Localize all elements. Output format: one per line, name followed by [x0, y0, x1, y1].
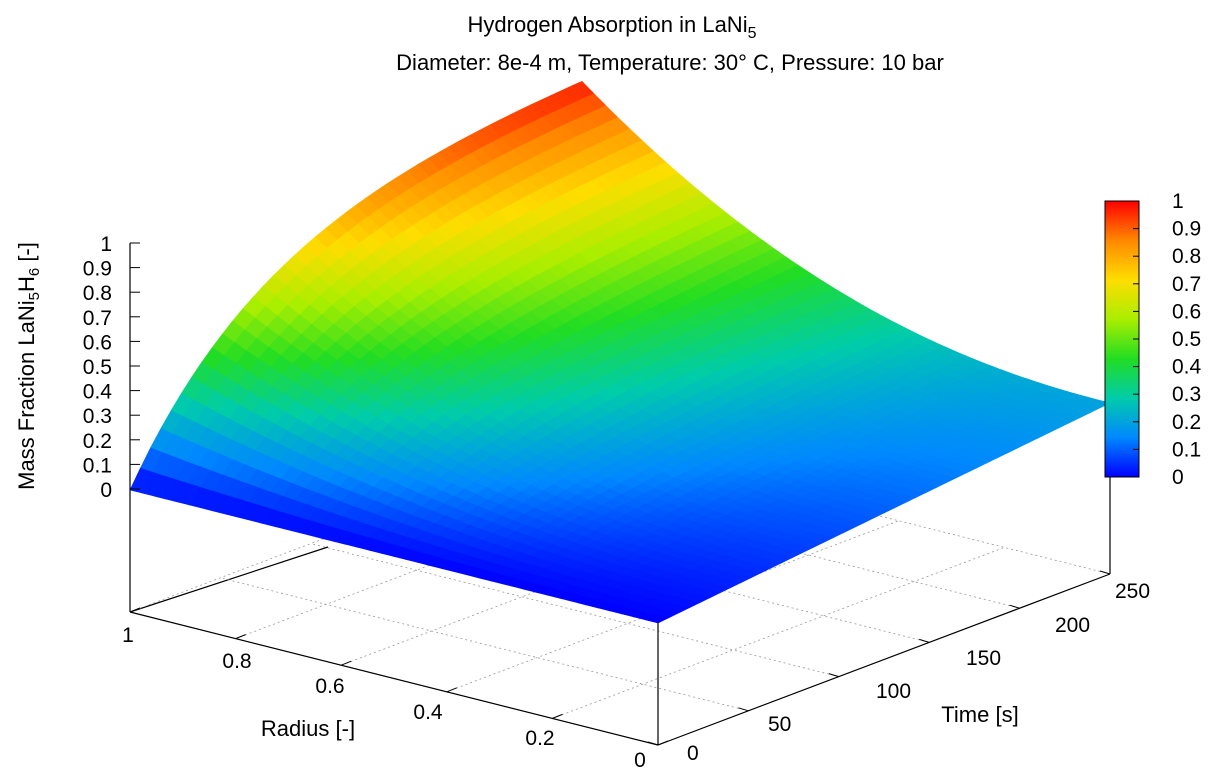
- colorbar-tick-label: 0.8: [1172, 245, 1201, 268]
- colorbar-tick-label: 0.7: [1172, 273, 1201, 296]
- z-tick-label: 0: [100, 479, 112, 502]
- x-tick-label: 0.2: [525, 727, 554, 750]
- z-axis-label: Mass Fraction LaNi5H6 [-]: [14, 242, 43, 490]
- y-tick: [919, 638, 930, 643]
- z-tick-label: 0.9: [83, 258, 112, 281]
- grid-line: [310, 543, 839, 677]
- base-left-edge: [129, 611, 659, 746]
- z-axis-label-part: H: [14, 276, 39, 292]
- z-tick-label: 0.8: [83, 282, 112, 305]
- z-tick-label: 0.7: [83, 307, 112, 330]
- x-tick-label: 0.4: [413, 701, 443, 724]
- z-tick-label: 1: [100, 233, 112, 256]
- grid-line: [552, 547, 1005, 719]
- y-axis-label: Time [s]: [941, 702, 1018, 727]
- y-tick: [828, 673, 839, 678]
- y-tick: [1009, 604, 1020, 609]
- x-tick-label: 1: [122, 624, 134, 647]
- colorbar-tick-label: 0.9: [1172, 218, 1201, 241]
- z-axis-label-part: [-]: [14, 242, 39, 268]
- colorbar-tick-label: 0.1: [1172, 438, 1201, 461]
- x-axis: 1 0.8 0.6 0.4 0.2 0: [122, 607, 669, 772]
- colorbar-tick-label: 1: [1172, 190, 1184, 213]
- y-tick-label: 0: [687, 742, 699, 765]
- base-right-edge: [657, 573, 1111, 746]
- z-tick-label: 0.1: [83, 454, 112, 477]
- x-tick: [129, 607, 141, 613]
- y-tick-label: 200: [1055, 614, 1090, 637]
- colorbar-tick-label: 0.5: [1172, 328, 1201, 351]
- colorbar-tick-label: 0.2: [1172, 411, 1201, 434]
- y-tick-label: 100: [876, 680, 911, 703]
- surface: [129, 80, 1111, 624]
- y-tick: [1099, 570, 1111, 575]
- x-tick-label: 0.8: [222, 650, 251, 673]
- z-tick-label: 0.3: [83, 405, 112, 428]
- y-tick: [738, 707, 749, 712]
- colorbar-ticks: 0 0.1 0.2 0.3 0.4 0.5 0.6 0.7 0.8 0.9 1: [1133, 190, 1202, 489]
- z-axis-label-part: 5: [26, 292, 43, 300]
- z-tick-label: 0.2: [83, 430, 112, 453]
- y-axis: 0 50 100 150 200 250: [647, 570, 1150, 765]
- z-tick-label: 0.6: [83, 331, 112, 354]
- z-axis: 00.10.20.30.40.50.60.70.80.91: [83, 233, 140, 502]
- chart-title: Hydrogen Absorption in LaNi5: [468, 12, 757, 42]
- colorbar-tick-label: 0.3: [1172, 383, 1201, 406]
- y-tick: [647, 741, 659, 746]
- x-tick: [446, 687, 457, 693]
- grid-line: [491, 474, 1020, 609]
- z-tick-label: 0.5: [83, 356, 112, 379]
- grid-line: [581, 440, 1111, 575]
- colorbar-tick-label: 0.4: [1172, 356, 1202, 379]
- colorbar-tick-label: 0: [1172, 466, 1184, 489]
- colorbar: 0 0.1 0.2 0.3 0.4 0.5 0.6 0.7 0.8 0.9 1: [1104, 190, 1202, 489]
- z-tick-label: 0.4: [83, 381, 113, 404]
- x-tick-label: 0.6: [315, 675, 344, 698]
- x-tick: [657, 740, 669, 746]
- x-tick: [552, 713, 563, 719]
- x-axis-label: Radius [-]: [261, 716, 355, 741]
- grid-line: [401, 509, 930, 643]
- z-axis-label-part: 6: [26, 268, 43, 276]
- colorbar-tick-label: 0.6: [1172, 300, 1201, 323]
- y-tick-label: 150: [966, 647, 1001, 670]
- x-tick: [235, 634, 246, 640]
- grid-line: [220, 577, 749, 712]
- base-back-edge: [129, 546, 329, 613]
- x-tick-label: 0: [634, 749, 646, 772]
- plot-box-front: [129, 573, 1111, 746]
- y-tick-label: 250: [1115, 580, 1150, 603]
- z-axis-label-part: Mass Fraction LaNi: [14, 300, 39, 490]
- x-tick: [341, 660, 352, 666]
- surface-patch: [645, 614, 670, 624]
- chart-subtitle: Diameter: 8e-4 m, Temperature: 30° C, Pr…: [396, 50, 944, 75]
- y-tick-label: 50: [768, 713, 791, 736]
